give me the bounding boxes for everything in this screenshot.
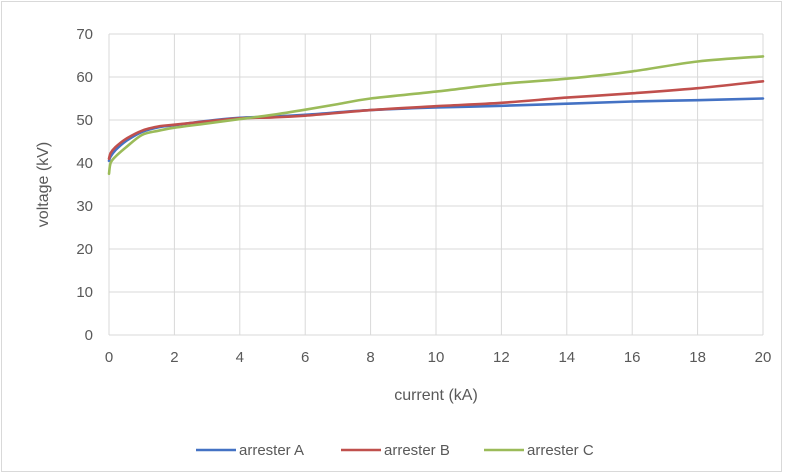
x-tick-label-9: 18 (689, 349, 706, 366)
y-tick-label-0: 0 (85, 327, 93, 344)
x-tick-label-8: 16 (624, 349, 641, 366)
x-tick-label-1: 2 (170, 349, 178, 366)
tick-labels: 0 10 20 30 40 50 60 70 0 2 4 6 8 10 12 14 16 18 20 (76, 26, 771, 366)
x-tick-label-0: 0 (105, 349, 113, 366)
series-line-1 (107, 80, 765, 160)
x-tick-label-2: 4 (236, 349, 244, 366)
y-tick-label-6: 60 (76, 69, 93, 86)
x-tick-label-3: 6 (301, 349, 309, 366)
legend-label-2: arrester C (527, 442, 594, 459)
y-tick-label-7: 70 (76, 26, 93, 43)
x-tick-label-6: 12 (493, 349, 510, 366)
y-tick-label-1: 10 (76, 284, 93, 301)
x-axis-title: current (kA) (394, 387, 478, 404)
y-tick-label-3: 30 (76, 198, 93, 215)
y-tick-label-5: 50 (76, 112, 93, 129)
y-axis-title: voltage (kV) (35, 142, 52, 227)
series-line-2 (107, 55, 765, 176)
x-tick-label-10: 20 (755, 349, 772, 366)
x-tick-label-5: 10 (428, 349, 445, 366)
x-tick-label-7: 14 (558, 349, 575, 366)
y-tick-label-4: 40 (76, 155, 93, 172)
series-layer (107, 55, 765, 176)
gridlines (108, 33, 764, 336)
legend-label-0: arrester A (239, 442, 304, 459)
x-tick-label-4: 8 (366, 349, 374, 366)
legend-label-1: arrester B (384, 442, 450, 459)
legend: arrester A arrester B arrester C (196, 442, 594, 459)
y-tick-label-2: 20 (76, 241, 93, 258)
